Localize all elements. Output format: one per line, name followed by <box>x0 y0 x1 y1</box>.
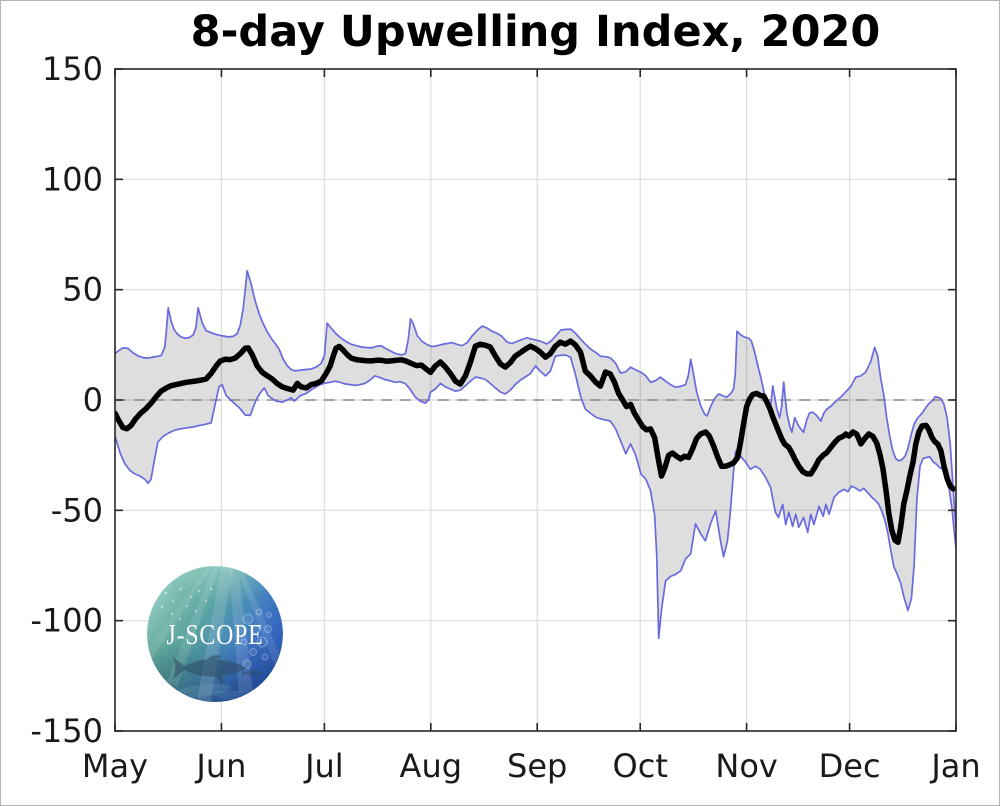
y-tick-label: 150 <box>42 50 103 88</box>
logo-ocean-scene <box>147 566 283 702</box>
x-tick-label: Jan <box>929 747 980 785</box>
y-tick-label: -50 <box>51 491 103 529</box>
data-layer <box>115 269 956 640</box>
x-tick-label: Dec <box>819 747 881 785</box>
small-fish-icon <box>241 669 264 677</box>
x-tick-label: May <box>82 747 148 785</box>
y-tick-label: -100 <box>30 602 103 640</box>
logo-text: J-SCOPE <box>167 619 264 651</box>
y-tick-label: 0 <box>83 381 103 419</box>
x-tick-label: Aug <box>400 747 462 785</box>
x-tick-label: Jun <box>194 747 246 785</box>
x-tick-label: Oct <box>613 747 668 785</box>
tick-marks <box>114 68 957 732</box>
upper-envelope-line <box>115 269 956 529</box>
lower-envelope-line <box>115 354 956 640</box>
mean-line <box>115 338 956 546</box>
x-tick-label: Nov <box>715 747 777 785</box>
fish-school-icon <box>160 587 213 621</box>
uncertainty-band <box>115 270 956 639</box>
y-tick-label: 50 <box>62 271 103 309</box>
y-tick-labels: -150 -100 -50 0 50 100 150 <box>30 50 103 750</box>
bubbles-icon <box>240 608 272 669</box>
chart-title: 8-day Upwelling Index, 2020 <box>190 7 881 57</box>
x-tick-label: Jul <box>303 747 344 785</box>
x-tick-label: Sep <box>507 747 567 785</box>
tuna-fish-icon <box>173 655 247 686</box>
x-tick-labels: May Jun Jul Aug Sep Oct Nov Dec Jan <box>82 747 981 785</box>
y-tick-label: 100 <box>42 160 103 198</box>
y-tick-label: -150 <box>30 712 103 750</box>
